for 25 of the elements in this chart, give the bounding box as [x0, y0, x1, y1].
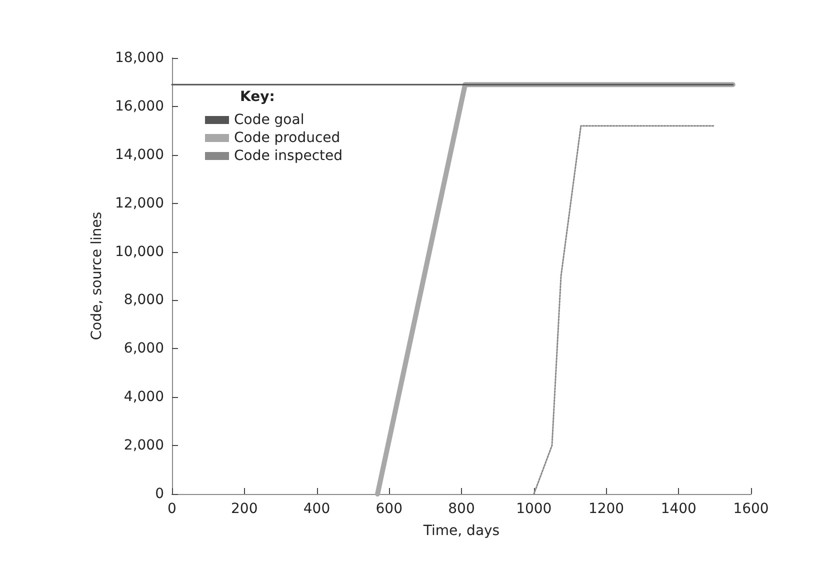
x-tick-label: 600 [376, 501, 402, 517]
x-tick-label: 1600 [733, 501, 769, 517]
legend-label: Code inspected [234, 148, 343, 164]
y-tick-label: 0 [155, 486, 164, 502]
y-axis-title: Code, source lines [89, 212, 106, 340]
y-tick-label: 6,000 [124, 340, 164, 357]
x-axis-title: Time, days [422, 523, 500, 539]
y-tick-label: 8,000 [124, 292, 164, 308]
x-tick-label: 1000 [516, 501, 552, 517]
legend-label: Code goal [234, 112, 304, 128]
x-tick-label: 800 [448, 501, 475, 517]
y-tick-label: 14,000 [115, 146, 164, 163]
x-tick-label: 1200 [588, 501, 624, 517]
legend-label: Code produced [234, 130, 340, 146]
y-tick-label: 12,000 [115, 195, 164, 212]
x-tick-label: 0 [168, 501, 176, 517]
y-tick-label: 4,000 [124, 389, 164, 406]
x-tick-label: 400 [303, 501, 330, 517]
y-tick-label: 16,000 [115, 98, 164, 114]
y-tick-label: 2,000 [124, 438, 164, 454]
y-tick-label: 10,000 [115, 244, 164, 260]
x-tick-label: 1400 [660, 501, 696, 517]
x-tick-label: 200 [231, 501, 258, 517]
y-tick-label: 18,000 [115, 50, 164, 66]
legend-title: Key: [240, 89, 275, 105]
